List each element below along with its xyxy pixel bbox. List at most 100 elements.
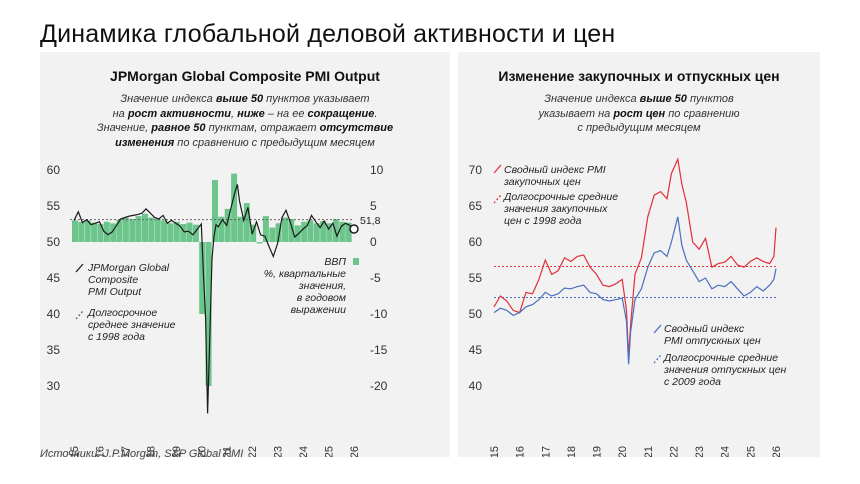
gdp-bar: [320, 221, 327, 242]
gdp-bar: [275, 223, 282, 242]
x-tick-label: 2018: [145, 446, 157, 457]
y-tick-label: 45: [469, 343, 483, 357]
prices-panel-description: Значение индекса выше 50 пунктов указыва…: [538, 93, 740, 134]
y-left-tick-label: 50: [47, 235, 61, 249]
x-tick-label: 2021: [222, 446, 234, 457]
x-tick-label: 2021: [643, 446, 655, 457]
input-avg-legend-swatch: [493, 194, 502, 204]
x-tick-label: 2026: [771, 446, 783, 457]
gdp-legend-text: ВВП: [324, 256, 346, 268]
y-tick-label: 70: [469, 163, 483, 177]
gdp-bar: [199, 242, 206, 314]
pmi-last-value-label: 51,8: [360, 215, 381, 227]
gdp-bar: [301, 221, 308, 242]
pmi-legend-swatch: [75, 263, 84, 273]
gdp-bar: [180, 224, 187, 242]
input-avg-legend-text: значения закупочных: [503, 203, 608, 215]
x-tick-label: 2023: [694, 446, 706, 457]
x-tick-label: 2019: [171, 446, 183, 457]
gdp-legend-text: выражении: [291, 304, 347, 316]
pmi-panel-title: JPMorgan Global Composite PMI Output: [110, 68, 380, 84]
output-avg-legend-text: значения отпускных цен: [663, 364, 787, 376]
output-legend-text: PMI отпускных цен: [664, 335, 761, 347]
pmi-panel: JPMorgan Global Composite PMI Output Зна…: [40, 52, 450, 457]
gdp-bar: [224, 208, 231, 242]
gdp-bar: [218, 216, 225, 242]
avg-legend-text: с 1998 года: [88, 331, 145, 343]
gdp-bar: [78, 221, 85, 242]
x-tick-label: 2015: [69, 446, 81, 457]
y-tick-label: 40: [469, 379, 483, 393]
gdp-legend-swatch: [353, 258, 359, 265]
x-tick-label: 2026: [349, 446, 361, 457]
y-left-tick-label: 35: [47, 343, 61, 357]
pmi-legend-text: Composite: [88, 274, 138, 286]
y-left-tick-label: 40: [47, 307, 61, 321]
gdp-bar: [307, 220, 314, 242]
gdp-bar: [250, 224, 257, 242]
gdp-bar: [161, 220, 168, 242]
gdp-bar: [97, 224, 104, 242]
x-tick-label: 2022: [247, 446, 259, 457]
input-prices-line: [493, 157, 777, 358]
y-left-tick-label: 60: [47, 163, 61, 177]
y-left-tick-label: 55: [47, 199, 61, 213]
gdp-bar: [313, 223, 320, 242]
gdp-bar: [110, 223, 117, 242]
y-right-tick-label: 0: [370, 235, 377, 249]
y-tick-label: 60: [469, 235, 483, 249]
y-right-tick-label: -15: [370, 343, 388, 357]
gdp-bar: [129, 219, 136, 242]
gdp-bar: [122, 217, 129, 242]
prices-chart: 40 45 50 55 60 65 70 2015 2016 2017 2018 2019 2020 20…: [469, 157, 787, 457]
gdp-bar: [243, 203, 250, 242]
y-right-tick-label: 5: [370, 199, 377, 213]
gdp-bar: [91, 222, 98, 242]
pmi-chart: 30 35 40 45 50 55 60 -20 -15 -10 -5 0 5 10 51,8 2015 201…: [47, 163, 388, 457]
gdp-bar: [192, 224, 199, 242]
x-tick-label: 2024: [298, 446, 310, 457]
prices-panel: Изменение закупочных и отпускных цен Зна…: [458, 52, 820, 457]
gdp-bar: [167, 223, 174, 242]
gdp-bar: [269, 227, 276, 242]
gdp-bar: [326, 223, 333, 242]
pmi-last-point-marker: [349, 224, 359, 234]
x-tick-label: 2017: [120, 446, 132, 457]
input-legend-swatch: [493, 164, 502, 174]
output-legend-swatch: [653, 324, 662, 334]
output-avg-legend-text: Долгосрочные средние: [663, 352, 778, 364]
gdp-legend-text: в годовом: [297, 292, 346, 304]
output-legend-text: Сводный индекс: [664, 323, 745, 335]
pmi-legend-text: PMI Output: [88, 286, 142, 298]
x-tick-label: 2018: [566, 446, 578, 457]
gdp-bar: [237, 216, 244, 242]
y-left-tick-label: 45: [47, 271, 61, 285]
output-avg-legend-text: с 2009 года: [664, 376, 721, 388]
x-tick-label: 2015: [489, 446, 501, 457]
avg-legend-text: Долгосрочное: [87, 307, 157, 319]
gdp-bar: [288, 219, 295, 242]
pmi-panel-description: Значение индекса выше 50 пунктов указыва…: [96, 93, 394, 149]
input-avg-legend-text: Долгосрочные средние: [503, 191, 618, 203]
gdp-bar: [173, 221, 180, 242]
output-avg-legend-swatch: [653, 354, 662, 364]
x-tick-label: 2025: [324, 446, 336, 457]
y-tick-label: 65: [469, 199, 483, 213]
gdp-bar: [231, 173, 238, 242]
avg-legend-swatch: [75, 310, 84, 320]
y-right-tick-label: 10: [370, 163, 384, 177]
gdp-bar: [154, 219, 161, 242]
gdp-bar: [212, 180, 218, 242]
gdp-bar: [84, 220, 91, 242]
prices-panel-title: Изменение закупочных и отпускных цен: [498, 68, 780, 84]
x-tick-label: 2025: [745, 446, 757, 457]
gdp-bar: [142, 213, 148, 242]
gdp-bar: [345, 222, 352, 242]
gdp-legend-text: %, квартальные: [264, 268, 346, 280]
y-right-tick-label: -20: [370, 379, 388, 393]
y-right-tick-label: -10: [370, 307, 388, 321]
gdp-bar: [339, 221, 346, 242]
gdp-bar: [135, 216, 142, 242]
x-tick-label: 2016: [515, 446, 527, 457]
x-tick-label: 2024: [720, 446, 732, 457]
